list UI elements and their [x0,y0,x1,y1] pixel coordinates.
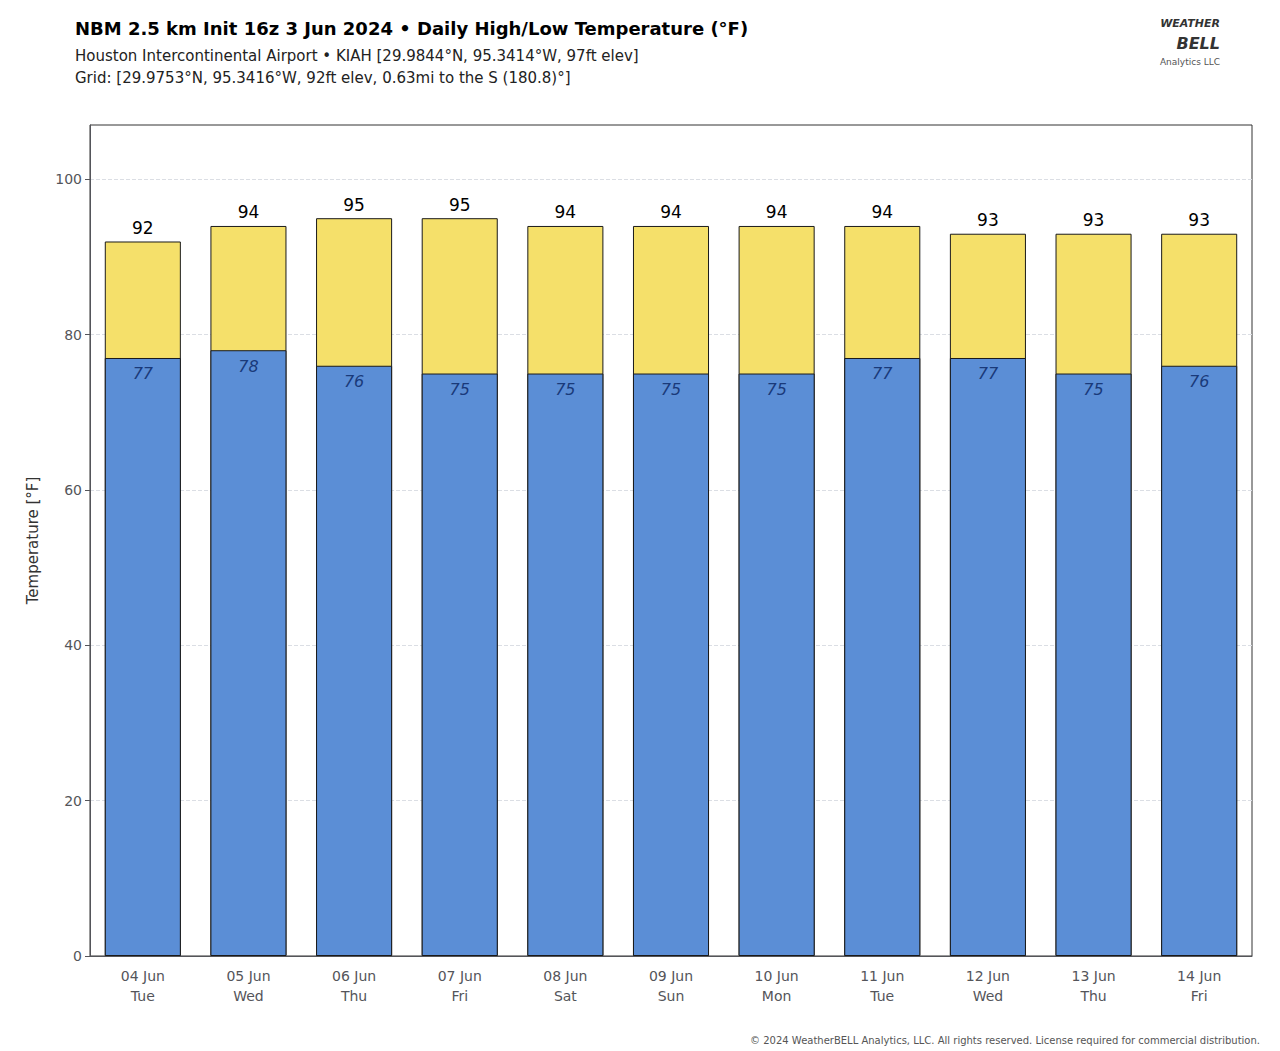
svg-text:40: 40 [64,637,82,653]
svg-text:Tue: Tue [130,988,155,1004]
svg-text:93: 93 [1083,210,1105,230]
svg-text:Fri: Fri [1191,988,1208,1004]
svg-text:Sun: Sun [658,988,685,1004]
svg-text:08 Jun: 08 Jun [543,968,587,984]
svg-text:Analytics LLC: Analytics LLC [1160,57,1220,67]
svg-text:77: 77 [872,364,893,383]
svg-text:95: 95 [343,195,365,215]
svg-text:100: 100 [55,171,82,187]
svg-text:WEATHER: WEATHER [1160,17,1220,30]
svg-text:© 2024 WeatherBELL Analytics,: © 2024 WeatherBELL Analytics, LLC. All r… [750,1035,1260,1046]
svg-text:Sat: Sat [554,988,577,1004]
svg-text:06 Jun: 06 Jun [332,968,376,984]
svg-text:77: 77 [133,364,154,383]
svg-text:94: 94 [871,202,893,222]
svg-text:60: 60 [64,482,82,498]
svg-text:Thu: Thu [1079,988,1106,1004]
svg-text:75: 75 [661,380,681,399]
svg-text:75: 75 [450,380,470,399]
svg-text:93: 93 [1188,210,1210,230]
svg-text:94: 94 [660,202,682,222]
svg-text:Mon: Mon [762,988,792,1004]
svg-text:76: 76 [344,372,364,391]
svg-text:13 Jun: 13 Jun [1071,968,1115,984]
svg-text:BELL: BELL [1176,34,1220,53]
svg-text:76: 76 [1189,372,1209,391]
svg-text:11 Jun: 11 Jun [860,968,904,984]
svg-text:0: 0 [73,948,82,964]
svg-text:94: 94 [766,202,788,222]
svg-text:Wed: Wed [233,988,264,1004]
svg-text:Houston Intercontinental Airpo: Houston Intercontinental Airport • KIAH … [75,47,639,65]
svg-text:94: 94 [238,202,260,222]
svg-text:92: 92 [132,218,154,238]
svg-text:80: 80 [64,327,82,343]
svg-text:Grid: [29.9753°N, 95.3416°W, 9: Grid: [29.9753°N, 95.3416°W, 92ft elev, … [75,69,571,87]
svg-text:05 Jun: 05 Jun [226,968,270,984]
svg-text:09 Jun: 09 Jun [649,968,693,984]
svg-text:93: 93 [977,210,999,230]
svg-text:14 Jun: 14 Jun [1177,968,1221,984]
svg-text:20: 20 [64,793,82,809]
svg-text:10 Jun: 10 Jun [755,968,799,984]
svg-text:95: 95 [449,195,471,215]
svg-text:75: 75 [766,380,786,399]
svg-text:75: 75 [1083,380,1103,399]
svg-text:Thu: Thu [340,988,367,1004]
svg-text:77: 77 [978,364,999,383]
svg-text:12 Jun: 12 Jun [966,968,1010,984]
svg-text:07 Jun: 07 Jun [438,968,482,984]
svg-text:Tue: Tue [869,988,894,1004]
svg-text:78: 78 [238,357,258,376]
svg-text:75: 75 [555,380,575,399]
svg-text:Temperature [°F]: Temperature [°F] [24,477,42,606]
svg-text:NBM 2.5 km Init 16z 3 Jun 2024: NBM 2.5 km Init 16z 3 Jun 2024 • Daily H… [75,18,748,39]
svg-text:Fri: Fri [451,988,468,1004]
svg-text:Wed: Wed [973,988,1004,1004]
svg-text:94: 94 [555,202,577,222]
svg-text:04 Jun: 04 Jun [121,968,165,984]
